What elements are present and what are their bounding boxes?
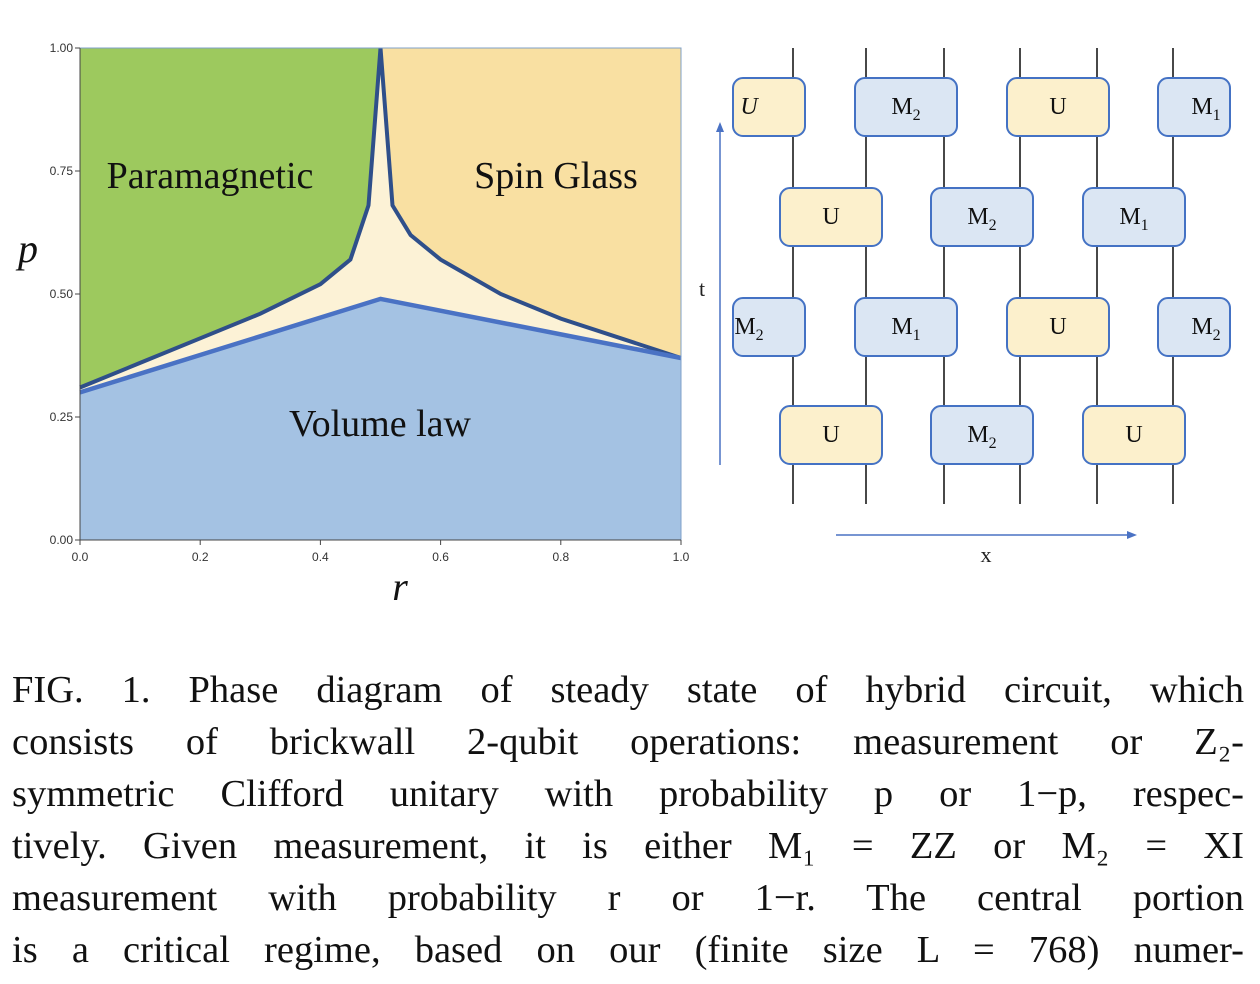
caption-line: consists of brickwall 2-qubit operations… (12, 721, 1244, 763)
gate-box (732, 297, 806, 357)
lower-boundary-line (79, 296, 682, 395)
x-tick-label: 0.4 (312, 550, 329, 564)
circuit-diagram: U M2 U M1 U M2 M1 M2 M1 U M2 U M2 U t x (699, 48, 1231, 567)
gate-box (1006, 297, 1110, 357)
gate-label: U (1125, 422, 1142, 448)
y-tick-label: 1.00 (50, 41, 74, 55)
x-tick-label: 0.8 (552, 550, 569, 564)
gate-label: U (1049, 94, 1066, 120)
y-tick-labels: 0.00 0.25 0.50 0.75 1.00 (50, 41, 80, 547)
x-axis-label: r (392, 564, 408, 609)
volume-law-label: Volume law (289, 403, 471, 445)
caption-line: is a critical regime, based on our (fini… (12, 929, 1244, 971)
gate-label: M1 (891, 314, 920, 344)
caption-line: FIG. 1. Phase diagram of steady state of… (12, 669, 1244, 711)
gate-label: U (822, 422, 839, 448)
x-tick-label: 0.2 (192, 550, 209, 564)
gate-box (779, 405, 883, 465)
unitary-gate: U (779, 187, 883, 247)
figure-caption: FIG. 1. Phase diagram of steady state of… (12, 664, 1244, 976)
unitary-gate: U (779, 405, 883, 465)
gate-box (1082, 405, 1186, 465)
phase-diagram: 0.0 0.2 0.4 0.6 0.8 1.0 0.000.250.500.751.00 … (15, 41, 690, 609)
space-arrow-head (1127, 531, 1137, 539)
caption-line: tively. Given measurement, it is either … (12, 825, 1244, 867)
y-axis-label: p (15, 226, 38, 271)
measurement-gate: M1 (1157, 77, 1231, 137)
measurement-gate: M2 (930, 187, 1034, 247)
gate-label: U (1049, 314, 1066, 340)
figure: 0.0 0.2 0.4 0.6 0.8 1.0 0.000.250.500.751.00 … (15, 41, 1231, 609)
gate-box (930, 187, 1034, 247)
gate-box (1157, 77, 1231, 137)
gate-layers: U M2 U M1 U M2 M1 M2 M1 U M2 U M2 U (732, 77, 1231, 465)
measurement-gate: M2 (930, 405, 1034, 465)
gate-box (1157, 297, 1231, 357)
gate-label: M2 (967, 204, 996, 234)
y-tick-label: 0.00 (50, 533, 74, 547)
measurement-gate: M2 (854, 77, 958, 137)
caption-line: symmetric Clifford unitary with probabil… (12, 773, 1244, 815)
x-tick-label: 1.0 (673, 550, 690, 564)
x-tick-label: 0.6 (432, 550, 449, 564)
gate-box (779, 187, 883, 247)
gate-box (854, 77, 958, 137)
unitary-gate: U (1006, 77, 1110, 137)
x-tick-label: 0.0 (72, 550, 89, 564)
y-tick-label: 0.75 (50, 164, 74, 178)
x-tick-labels: 0.0 0.2 0.4 0.6 0.8 1.0 (72, 540, 690, 564)
measurement-gate: M1 (1082, 187, 1186, 247)
gate-box (1006, 77, 1110, 137)
gate-box (930, 405, 1034, 465)
space-axis-label: x (981, 542, 992, 567)
spin-glass-region (380, 48, 681, 358)
gate-box (732, 77, 806, 137)
unitary-gate: U (1006, 297, 1110, 357)
gate-label: U (822, 204, 839, 230)
y-tick-label: 0.50 (50, 287, 74, 301)
measurement-gate: M1 (854, 297, 958, 357)
paramagnetic-region (80, 48, 381, 388)
time-arrow-head (716, 122, 724, 132)
gate-label: U (740, 94, 759, 120)
unitary-gate: U (732, 77, 806, 137)
caption-line: measurement with probability r or 1−r. T… (12, 877, 1244, 919)
unitary-gate: U (1082, 405, 1186, 465)
y-tick-label: 0.25 (50, 410, 74, 424)
measurement-gate: M2 (1157, 297, 1231, 357)
gate-box (854, 297, 958, 357)
paramagnetic-label: Paramagnetic (107, 155, 314, 197)
gate-box (1082, 187, 1186, 247)
time-axis-label: t (699, 276, 705, 301)
critical-region (80, 48, 681, 393)
measurement-gate: M2 (732, 297, 806, 357)
spin-glass-label: Spin Glass (474, 155, 638, 197)
